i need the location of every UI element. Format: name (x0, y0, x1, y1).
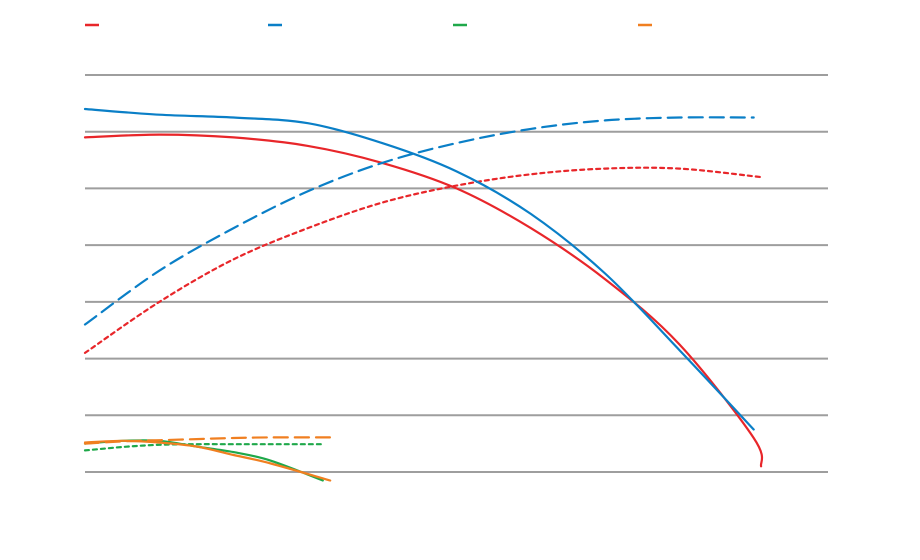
grid-lines (85, 74, 828, 473)
series-line-blue-dashed (83, 116, 755, 326)
series-line-red-dotted (83, 166, 763, 354)
series-line-green-dotted (83, 443, 324, 452)
series-line-orange-dashed (83, 436, 332, 445)
series-lines (83, 107, 764, 482)
series-line-red-solid (83, 133, 764, 468)
series-line-blue-solid (83, 107, 755, 431)
series-line-orange-solid (83, 439, 332, 482)
